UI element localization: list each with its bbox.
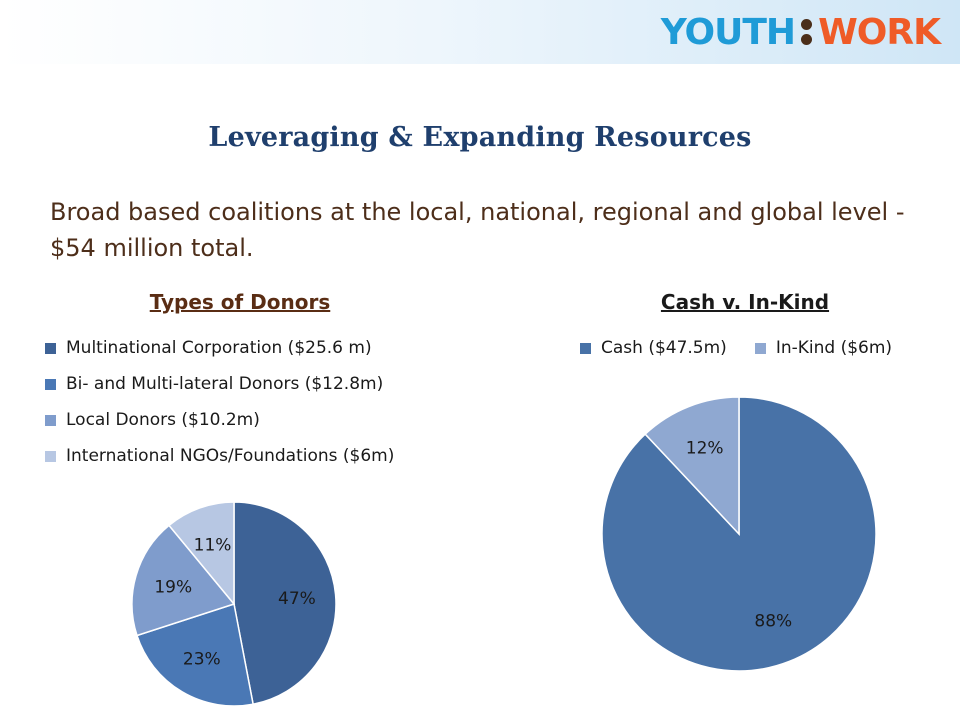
donors-legend-swatch — [45, 414, 56, 426]
donors-legend-swatch — [45, 378, 56, 390]
slide-title: Leveraging & Expanding Resources — [208, 122, 752, 153]
slide-subtitle: Broad based coalitions at the local, nat… — [50, 198, 905, 262]
donors-legend-label: Bi- and Multi-lateral Donors ($12.8m) — [66, 374, 384, 394]
cash-legend-item: In-Kind ($6m) — [754, 330, 893, 366]
header-band — [0, 0, 960, 64]
donors-legend-swatch — [45, 450, 56, 462]
cash-legend: Cash ($47.5m) In-Kind ($6m) — [580, 330, 920, 366]
donors-legend-item: Multinational Corporation ($25.6 m) — [45, 330, 394, 366]
donors-pie-chart: 47% 23% 19% 11% — [131, 501, 337, 707]
donors-slice-label: 23% — [183, 649, 221, 669]
donors-legend-label: Local Donors ($10.2m) — [66, 410, 260, 430]
donors-slice-label: 11% — [194, 535, 232, 555]
cash-chart-title: Cash v. In-Kind — [660, 290, 830, 314]
cash-legend-item: Cash ($47.5m) — [580, 330, 727, 366]
logo-colon-icon — [801, 19, 813, 45]
donors-legend: Multinational Corporation ($25.6 m) Bi- a… — [45, 330, 394, 474]
cash-pie-chart: 88% 12% — [601, 396, 877, 672]
donors-legend-item: Local Donors ($10.2m) — [45, 402, 394, 438]
cash-pie-slice — [644, 396, 740, 536]
donors-legend-label: Multinational Corporation ($25.6 m) — [66, 338, 372, 358]
donors-pie-slice — [131, 524, 236, 637]
cash-slice-label: 12% — [686, 438, 724, 458]
donors-pie-slice — [136, 603, 254, 707]
donors-legend-item: International NGOs/Foundations ($6m) — [45, 438, 394, 474]
donors-legend-label: International NGOs/Foundations ($6m) — [66, 446, 395, 466]
donors-pie-slice — [233, 501, 337, 706]
donors-slice-label: 47% — [278, 589, 316, 609]
cash-legend-swatch — [754, 342, 766, 354]
donors-pie-slice — [167, 501, 235, 607]
cash-legend-swatch — [580, 342, 591, 354]
cash-slice-label: 88% — [754, 612, 792, 632]
donors-chart-title: Types of Donors — [149, 290, 331, 314]
cash-legend-label: Cash ($47.5m) — [601, 338, 727, 358]
donors-slice-label: 19% — [154, 577, 192, 597]
cash-legend-label: In-Kind ($6m) — [775, 338, 893, 358]
donors-legend-swatch — [45, 342, 56, 354]
youthwork-logo: YOUTH WORK — [660, 10, 941, 54]
donors-legend-item: Bi- and Multi-lateral Donors ($12.8m) — [45, 366, 394, 402]
logo-youth-text: YOUTH — [660, 11, 796, 53]
logo-work-text: WORK — [818, 11, 941, 53]
